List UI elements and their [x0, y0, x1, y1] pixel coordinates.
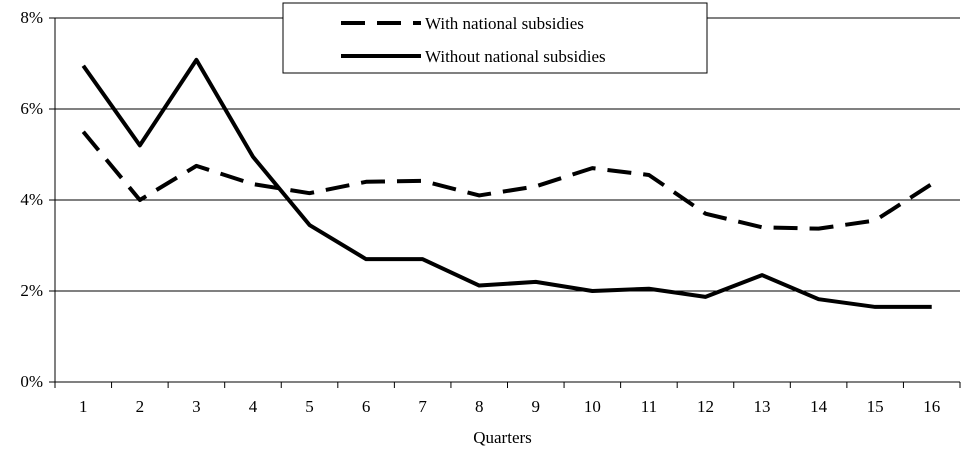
- y-tick-label: 2%: [20, 281, 43, 300]
- x-tick-label: 3: [192, 397, 201, 416]
- x-tick-label: 13: [754, 397, 771, 416]
- series: [83, 60, 931, 307]
- legend: With national subsidies Without national …: [283, 3, 707, 73]
- x-tick-label: 14: [810, 397, 828, 416]
- legend-label: With national subsidies: [425, 14, 584, 33]
- x-tick-label: 2: [136, 397, 145, 416]
- x-tick-label: 4: [249, 397, 258, 416]
- x-tick-label: 9: [532, 397, 541, 416]
- series-line-1: [83, 132, 931, 229]
- y-tick-label: 6%: [20, 99, 43, 118]
- x-tick-label: 7: [418, 397, 427, 416]
- x-tick-label: 10: [584, 397, 601, 416]
- x-tick-label: 6: [362, 397, 371, 416]
- x-tick-label: 15: [867, 397, 884, 416]
- x-tick-label: 16: [923, 397, 940, 416]
- x-tick-label: 12: [697, 397, 714, 416]
- series-line-2: [83, 60, 931, 307]
- x-tick-label: 8: [475, 397, 484, 416]
- x-tick-label: 11: [641, 397, 657, 416]
- y-tick-label: 4%: [20, 190, 43, 209]
- y-tick-label: 8%: [20, 8, 43, 27]
- x-tick-label: 1: [79, 397, 88, 416]
- y-tick-label: 0%: [20, 372, 43, 391]
- legend-label: Without national subsidies: [425, 47, 606, 66]
- x-tick-label: 5: [305, 397, 314, 416]
- x-axis-title: Quarters: [473, 428, 532, 446]
